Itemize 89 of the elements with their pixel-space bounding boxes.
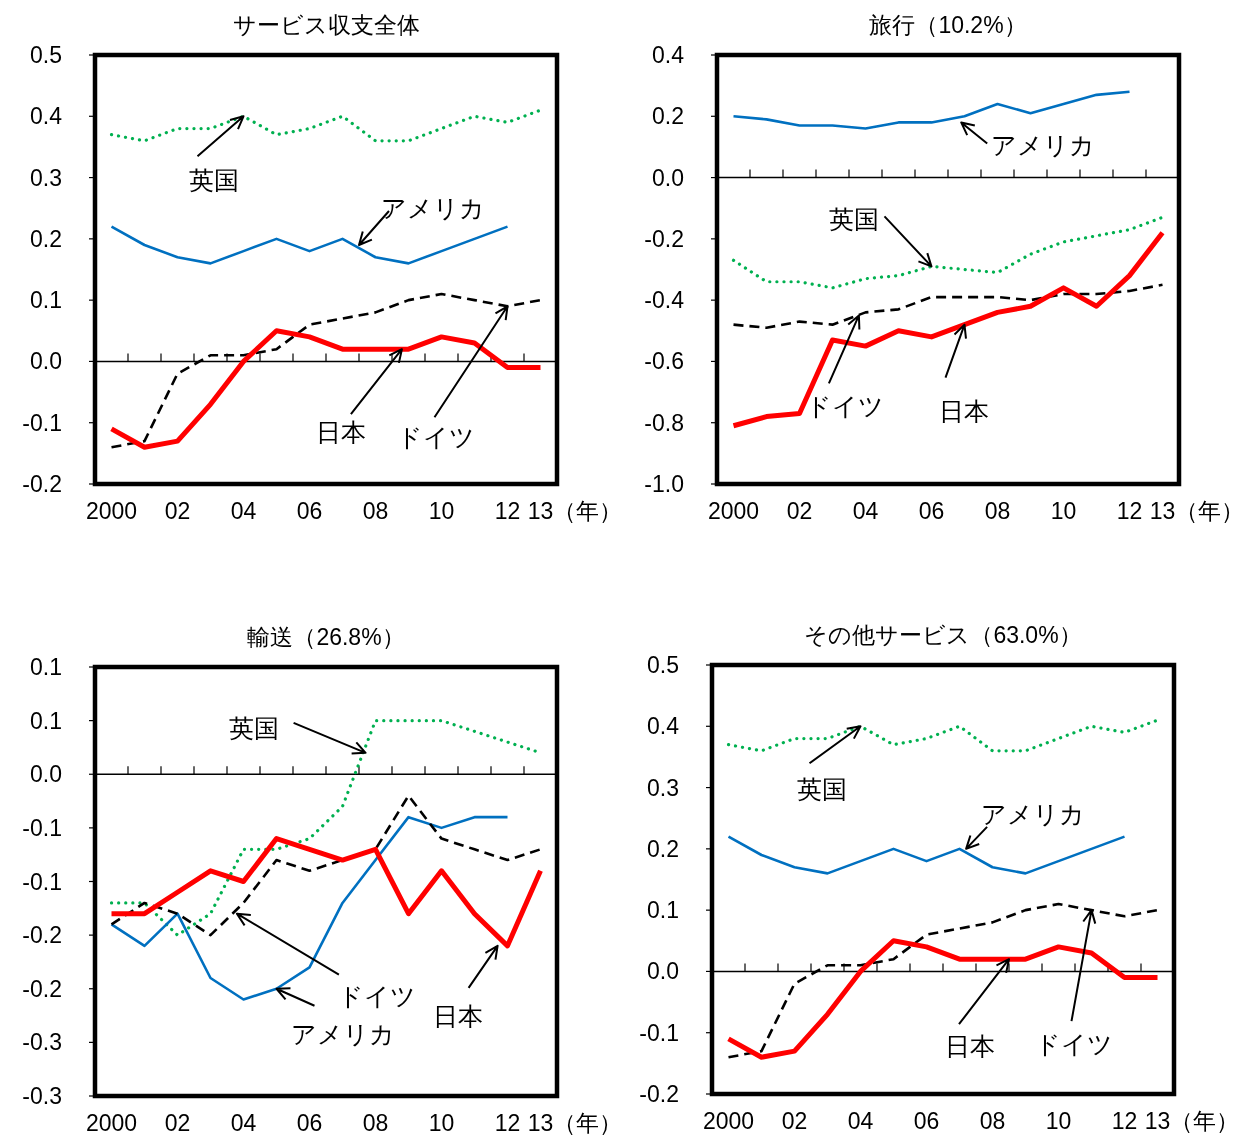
x-tick-label: 02 <box>164 1110 191 1136</box>
x-tick-label: 04 <box>230 498 257 524</box>
y-tick-label: 0.4 <box>647 713 680 740</box>
x-tick-label: 12 <box>1116 498 1143 524</box>
chart-title: その他サービス（63.0%） <box>804 622 1082 648</box>
y-tick-label: 0.4 <box>30 103 63 130</box>
y-tick-label: -0.3 <box>22 1029 62 1056</box>
x-axis-title: （年） <box>552 498 622 524</box>
x-tick-label: 13 <box>527 1110 554 1136</box>
annotation: 日本 <box>432 1001 483 1030</box>
x-tick-label: 06 <box>918 498 945 524</box>
x-tick-label: 04 <box>852 498 879 524</box>
y-tick-label: -0.2 <box>22 471 62 497</box>
y-tick-label: 0.4 <box>652 42 685 68</box>
y-tick-label: -0.2 <box>22 922 62 949</box>
x-tick-label: 2000 <box>702 1108 755 1134</box>
chart-title: サービス収支全体 <box>232 12 420 38</box>
x-tick-label: 02 <box>781 1108 808 1134</box>
x-tick-label: 10 <box>428 498 455 524</box>
chart-title: 輸送（26.8%） <box>247 624 405 650</box>
y-tick-label: 0.3 <box>647 774 679 801</box>
x-tick-label: 02 <box>164 498 191 524</box>
y-tick-label: -0.8 <box>644 409 684 436</box>
y-tick-label: 0.5 <box>647 652 679 678</box>
annotation: アメリカ <box>290 1019 395 1048</box>
x-tick-label: 04 <box>847 1108 874 1134</box>
annotation: 英国 <box>796 775 847 804</box>
y-tick-label: 0.0 <box>30 348 62 375</box>
annotation: ドイツ <box>337 981 416 1010</box>
x-tick-label: 08 <box>362 498 389 524</box>
y-tick-label: 0.2 <box>30 225 62 252</box>
chart-title: 旅行（10.2%） <box>869 12 1027 38</box>
annotation: ドイツ <box>1034 1030 1113 1059</box>
y-tick-label: -0.3 <box>22 1083 62 1109</box>
x-tick-label: 10 <box>1050 498 1077 524</box>
y-tick-label: -0.1 <box>639 1019 679 1046</box>
y-tick-label: -1.0 <box>644 471 684 497</box>
x-tick-label: 06 <box>296 1110 323 1136</box>
y-tick-label: -0.2 <box>22 975 62 1002</box>
y-tick-label: 0.1 <box>647 897 679 924</box>
x-tick-label: 12 <box>1111 1108 1138 1134</box>
y-tick-label: 0.2 <box>647 835 679 862</box>
x-axis-title: （年） <box>552 1110 622 1136</box>
x-tick-label: 04 <box>230 1110 257 1136</box>
x-tick-label: 2000 <box>85 498 138 524</box>
annotation: 英国 <box>828 205 879 234</box>
x-tick-label: 10 <box>1045 1108 1072 1134</box>
x-tick-label: 12 <box>494 1110 521 1136</box>
x-tick-label: 13 <box>527 498 554 524</box>
y-tick-label: 0.0 <box>30 761 62 788</box>
y-tick-label: -0.1 <box>22 868 62 895</box>
annotation: 日本 <box>938 396 989 425</box>
x-tick-label: 2000 <box>707 498 760 524</box>
y-tick-label: 0.1 <box>30 287 62 314</box>
y-tick-label: 0.0 <box>647 958 679 985</box>
annotation: 日本 <box>315 418 366 447</box>
annotation: アメリカ <box>381 193 485 222</box>
y-tick-label: 0.5 <box>30 42 62 68</box>
y-tick-label: -0.6 <box>644 348 684 375</box>
y-tick-label: 0.3 <box>30 164 62 191</box>
x-tick-label: 2000 <box>85 1110 138 1136</box>
annotation: 英国 <box>228 713 279 742</box>
x-tick-label: 06 <box>296 498 323 524</box>
x-tick-label: 08 <box>362 1110 389 1136</box>
x-axis-title: （年） <box>1169 1108 1239 1134</box>
y-tick-label: 0.1 <box>30 654 62 680</box>
y-tick-label: 0.0 <box>652 164 684 191</box>
x-tick-label: 13 <box>1144 1108 1171 1134</box>
x-tick-label: 12 <box>494 498 521 524</box>
y-tick-label: -0.2 <box>639 1081 679 1107</box>
annotation: ドイツ <box>805 392 884 421</box>
annotation: アメリカ <box>981 799 1086 828</box>
y-tick-label: -0.4 <box>644 287 685 314</box>
annotation: アメリカ <box>991 131 1096 160</box>
y-tick-label: -0.1 <box>22 409 62 436</box>
y-tick-label: 0.2 <box>652 103 684 130</box>
x-axis-title: （年） <box>1174 498 1244 524</box>
x-tick-label: 08 <box>979 1108 1006 1134</box>
annotation: ドイツ <box>396 423 475 452</box>
annotation: 日本 <box>945 1032 995 1061</box>
y-tick-label: 0.1 <box>30 707 62 734</box>
annotation: 英国 <box>188 166 239 195</box>
x-tick-label: 06 <box>913 1108 940 1134</box>
x-tick-label: 08 <box>984 498 1011 524</box>
y-tick-label: -0.2 <box>644 225 684 252</box>
x-tick-label: 13 <box>1149 498 1176 524</box>
x-tick-label: 10 <box>428 1110 455 1136</box>
y-tick-label: -0.1 <box>22 814 62 841</box>
x-tick-label: 02 <box>786 498 813 524</box>
